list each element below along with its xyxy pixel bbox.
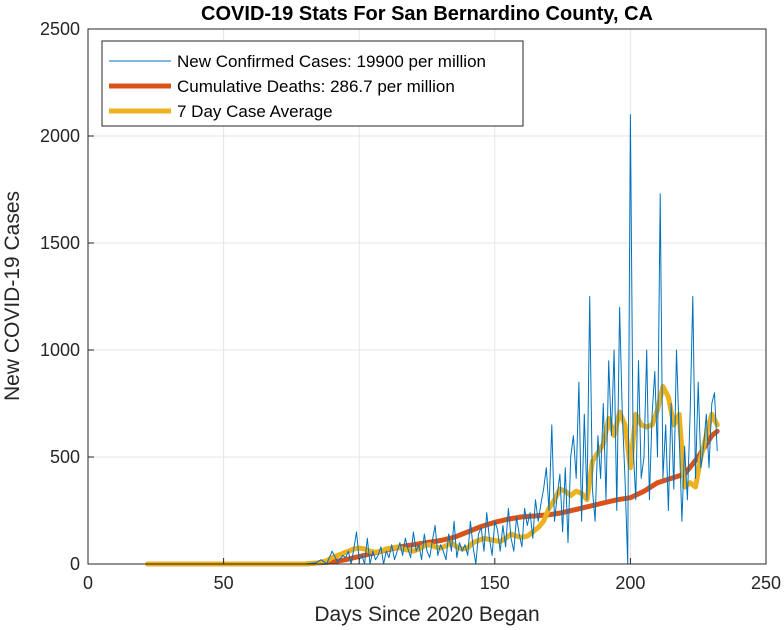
x-tick-label: 100 <box>344 573 374 593</box>
legend-label-1: Cumulative Deaths: 286.7 per million <box>177 77 455 96</box>
x-axis-label: Days Since 2020 Began <box>314 603 539 626</box>
legend: New Confirmed Cases: 19900 per million Cu… <box>101 40 524 127</box>
x-tick-label: 250 <box>751 573 781 593</box>
x-tick-label: 0 <box>83 573 93 593</box>
series-line-0 <box>147 114 718 565</box>
chart-title: COVID-19 Stats For San Bernardino County… <box>201 3 653 25</box>
y-axis-label: New COVID-19 Cases <box>1 191 24 401</box>
y-tick-label: 1000 <box>40 340 80 360</box>
y-tick-label: 500 <box>50 447 80 467</box>
legend-box <box>101 40 524 127</box>
y-tick-label: 2000 <box>40 126 80 146</box>
series-layer <box>145 114 720 567</box>
y-tick-label: 2500 <box>40 19 80 39</box>
x-tick-label: 50 <box>214 573 234 593</box>
y-tick-label: 0 <box>70 554 80 574</box>
x-tick-label: 200 <box>615 573 645 593</box>
legend-label-2: 7 Day Case Average <box>177 102 333 121</box>
y-tick-label: 1500 <box>40 233 80 253</box>
legend-label-0: New Confirmed Cases: 19900 per million <box>177 52 486 71</box>
plot-frame <box>87 28 767 565</box>
x-tick-label: 150 <box>480 573 510 593</box>
